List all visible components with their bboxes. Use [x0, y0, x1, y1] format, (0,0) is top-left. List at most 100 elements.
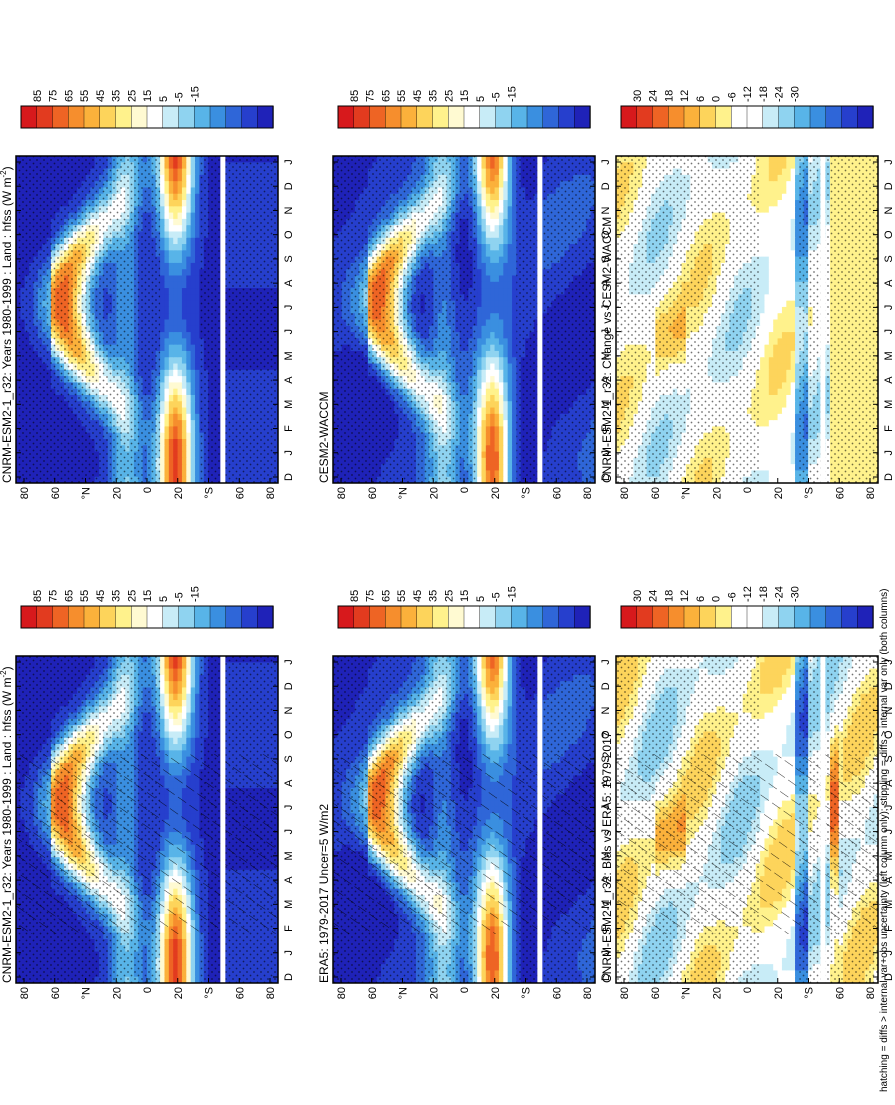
- colorbar-tick-label: 55: [79, 90, 91, 102]
- panel-title-close: ): [0, 166, 14, 170]
- colorbar-swatch: [559, 606, 575, 628]
- colorbar-tick-label: -18: [758, 586, 770, 602]
- colorbar-tick-label: 45: [412, 90, 424, 102]
- month-tick-label: J: [283, 450, 295, 456]
- colorbar-tick-label: 0: [711, 96, 723, 102]
- month-tick-label: S: [283, 255, 295, 262]
- colorbar-swatch: [354, 106, 370, 128]
- lat-tick-label: 20: [490, 487, 502, 499]
- colorbar-swatch: [543, 106, 559, 128]
- month-tick-label: J: [283, 305, 295, 311]
- lat-tick-label: 0: [459, 987, 471, 993]
- colorbar-swatch: [543, 606, 559, 628]
- colorbar-swatch: [700, 106, 716, 128]
- colorbar-swatch: [179, 606, 195, 628]
- month-tick-label: A: [883, 376, 895, 384]
- missing-data-band: [537, 656, 542, 983]
- lat-tick-label: 60: [551, 987, 563, 999]
- lat-tick-label: 20: [428, 487, 440, 499]
- lat-tick-label: °N: [398, 487, 410, 499]
- colorbar-swatch: [385, 106, 401, 128]
- colorbar-swatch: [163, 106, 179, 128]
- lat-tick-label: 80: [865, 987, 877, 999]
- lat-tick-label: 80: [19, 487, 31, 499]
- missing-data-band: [820, 156, 825, 483]
- missing-data-band: [537, 156, 542, 483]
- colorbar-tick-label: 6: [695, 96, 707, 102]
- lat-tick-label: 0: [142, 987, 154, 993]
- lat-tick-label: 60: [367, 987, 379, 999]
- lat-tick-label: °N: [81, 987, 93, 999]
- colorbar-swatch: [464, 606, 480, 628]
- colorbar-swatch: [370, 106, 386, 128]
- lat-tick-label: °S: [204, 987, 216, 999]
- colorbar-swatch: [68, 606, 84, 628]
- lat-tick-label: 80: [265, 987, 277, 999]
- colorbar-swatch: [700, 606, 716, 628]
- missing-data-band: [220, 656, 225, 983]
- lat-tick-label: 60: [234, 987, 246, 999]
- month-tick-label: S: [283, 755, 295, 762]
- colorbar-swatch: [637, 606, 653, 628]
- colorbar-tick-label: 0: [711, 596, 723, 602]
- colorbar-tick-label: 85: [32, 590, 44, 602]
- colorbar-swatch: [385, 606, 401, 628]
- stippling-overlay: [799, 156, 878, 483]
- lat-tick-label: °S: [804, 487, 816, 499]
- colorbar-swatch: [116, 606, 132, 628]
- colorbar-swatch: [448, 106, 464, 128]
- month-tick-label: M: [883, 351, 895, 360]
- colorbar-swatch: [496, 606, 512, 628]
- panel-title: CNRM-ESM2-1_r32: Change vs CESM2-WACCM: [600, 217, 614, 483]
- lat-tick-label: 60: [50, 987, 62, 999]
- lat-tick-label: °N: [81, 487, 93, 499]
- colorbar-swatch: [857, 106, 873, 128]
- lat-tick-label: 60: [834, 987, 846, 999]
- colorbar-tick-label: 85: [32, 90, 44, 102]
- colorbar-swatch: [68, 106, 84, 128]
- month-tick-label: O: [283, 230, 295, 239]
- colorbar-swatch: [354, 606, 370, 628]
- colorbar-tick-label: 18: [663, 90, 675, 102]
- colorbar-swatch: [826, 606, 842, 628]
- month-tick-label: J: [883, 305, 895, 311]
- colorbar-swatch: [194, 106, 210, 128]
- colorbar-swatch: [668, 606, 684, 628]
- colorbar-tick-label: -18: [758, 86, 770, 102]
- month-tick-label: J: [600, 159, 612, 165]
- colorbar-swatch: [242, 106, 258, 128]
- month-tick-label: N: [283, 706, 295, 714]
- month-tick-label: D: [283, 973, 295, 981]
- colorbar-swatch: [84, 606, 100, 628]
- colorbar-swatch: [779, 106, 795, 128]
- lat-tick-label: °N: [681, 487, 693, 499]
- stippling-overlay: [616, 156, 760, 483]
- colorbar-swatch: [338, 606, 354, 628]
- month-tick-label: F: [283, 425, 295, 432]
- colorbar-swatch: [401, 606, 417, 628]
- colorbar-swatch: [653, 106, 669, 128]
- colorbar-tick-label: -15: [506, 86, 518, 102]
- lat-tick-label: 20: [711, 987, 723, 999]
- month-tick-label: N: [600, 706, 612, 714]
- colorbar-swatch: [433, 606, 449, 628]
- colorbar-swatch: [511, 606, 527, 628]
- lat-tick-label: 0: [742, 487, 754, 493]
- colorbar-swatch: [147, 606, 163, 628]
- colorbar-tick-label: 55: [396, 590, 408, 602]
- colorbar-tick-label: 85: [349, 90, 361, 102]
- colorbar-swatch: [226, 106, 242, 128]
- colorbar-swatch: [842, 106, 858, 128]
- month-tick-label: J: [283, 659, 295, 665]
- colorbar-swatch: [417, 606, 433, 628]
- lat-tick-label: 60: [367, 487, 379, 499]
- colorbar-swatch: [842, 606, 858, 628]
- colorbar-tick-label: 85: [349, 590, 361, 602]
- colorbar-tick-label: 18: [663, 590, 675, 602]
- lat-tick-label: 80: [336, 987, 348, 999]
